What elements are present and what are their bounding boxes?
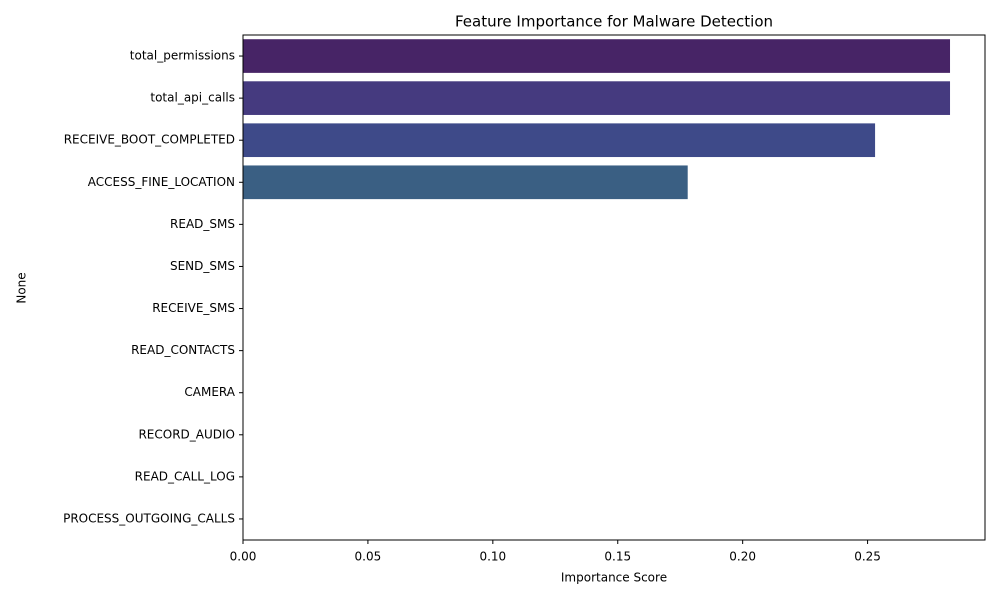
y-tick-label: total_permissions (130, 49, 235, 63)
x-tick-label: 0.00 (230, 550, 257, 564)
y-tick-label: ACCESS_FINE_LOCATION (88, 175, 235, 189)
y-tick-label: PROCESS_OUTGOING_CALLS (63, 511, 235, 525)
y-tick-label: RECEIVE_SMS (152, 301, 235, 315)
x-tick-label: 0.20 (729, 550, 756, 564)
x-tick-label: 0.05 (355, 550, 382, 564)
y-tick-label: CAMERA (184, 385, 235, 399)
x-tick-label: 0.25 (854, 550, 881, 564)
y-tick-label: SEND_SMS (170, 259, 235, 273)
plot-frame (242, 34, 986, 541)
bar (243, 165, 688, 200)
y-tick-label: READ_SMS (170, 217, 235, 231)
y-tick-label: READ_CALL_LOG (135, 469, 235, 483)
bar (243, 123, 876, 158)
chart-title: Feature Importance for Malware Detection (455, 13, 773, 31)
x-tick-label: 0.10 (479, 550, 506, 564)
x-axis-label: Importance Score (561, 571, 667, 585)
y-tick-label: total_api_calls (150, 91, 235, 105)
y-tick-label: RECORD_AUDIO (138, 427, 235, 441)
y-tick-label: RECEIVE_BOOT_COMPLETED (64, 133, 235, 147)
x-tick-label: 0.15 (604, 550, 631, 564)
bar (243, 81, 951, 115)
y-axis-label: None (15, 272, 29, 303)
bar (243, 39, 951, 73)
y-tick-label: READ_CONTACTS (131, 343, 235, 357)
